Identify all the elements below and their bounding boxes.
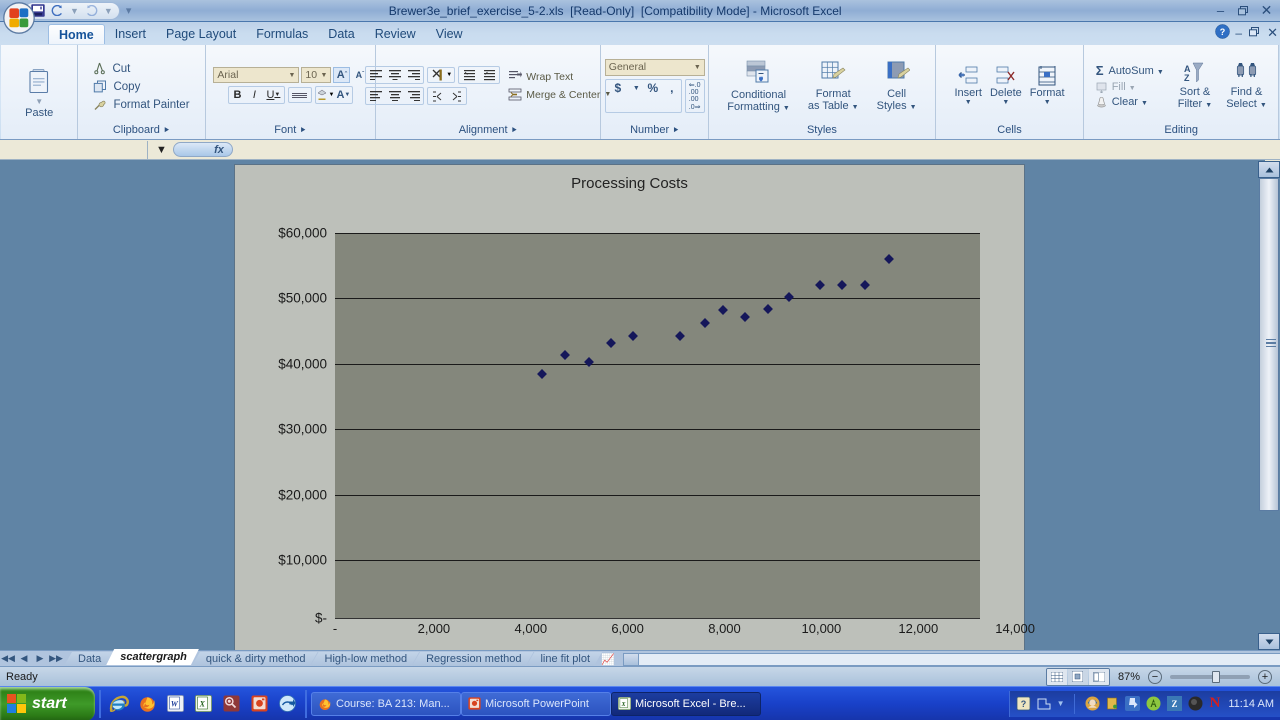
svg-text:Z: Z — [1184, 73, 1190, 83]
svg-text:?: ? — [1020, 699, 1026, 709]
svg-text:X: X — [198, 700, 205, 709]
svg-text:W: W — [170, 700, 178, 709]
svg-text:?: ? — [1220, 27, 1226, 37]
svg-text:Z: Z — [1172, 699, 1178, 709]
